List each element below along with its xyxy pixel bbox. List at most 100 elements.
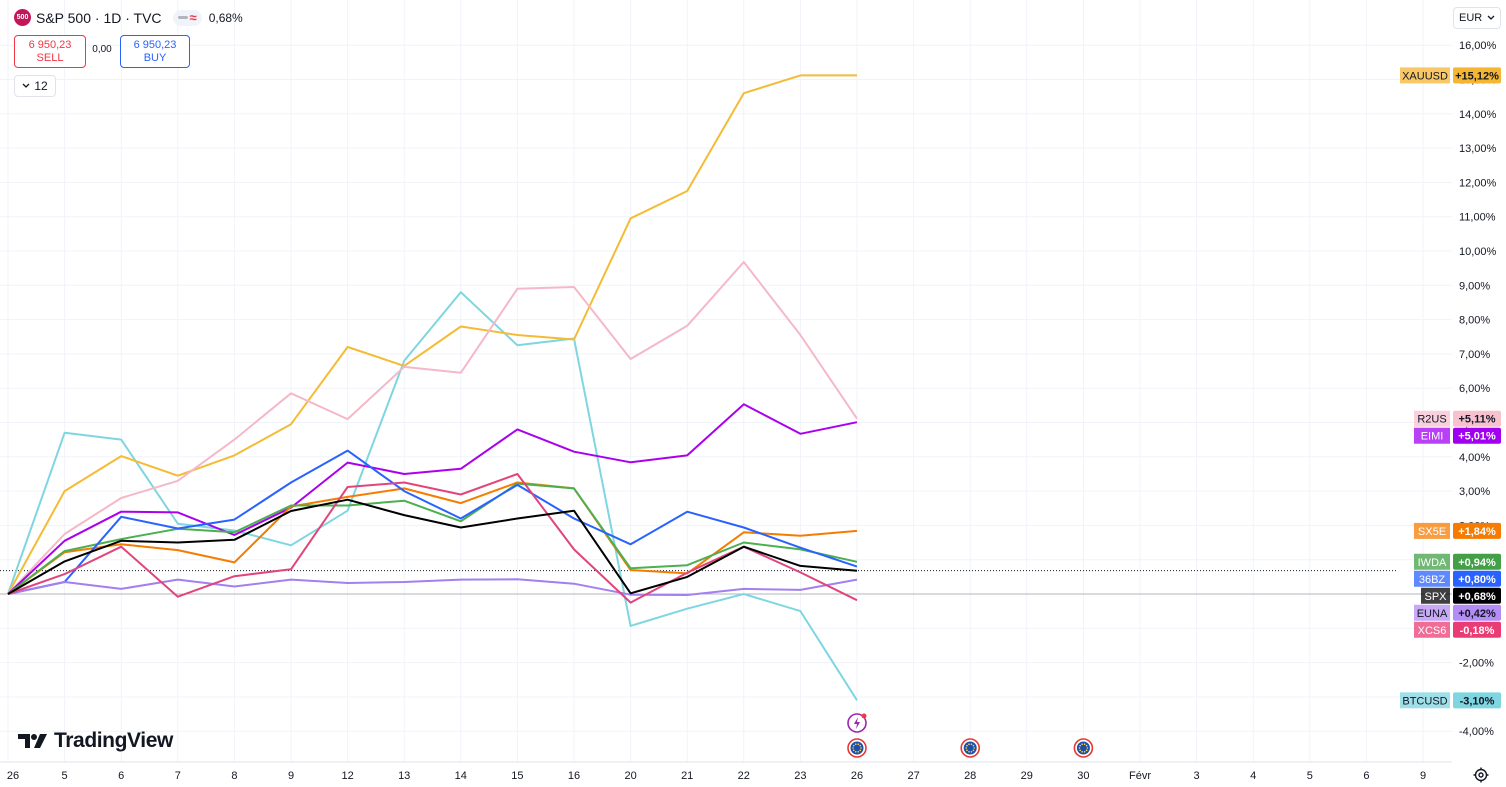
y-tick-label: 8,00%: [1459, 315, 1490, 327]
series-value-bg: [1453, 604, 1501, 621]
eu-star: [970, 743, 973, 745]
x-tick-label: 16: [568, 770, 580, 782]
buy-label: BUY: [143, 51, 167, 64]
y-tick-label: 14,00%: [1459, 109, 1497, 121]
series-name-bg: [1421, 587, 1450, 604]
eu-star: [860, 747, 862, 749]
series-line-euna[interactable]: [7, 578, 858, 596]
series-value: +5,11%: [1458, 414, 1495, 426]
eu-star: [972, 744, 975, 747]
symbol-badge[interactable]: 500: [14, 9, 31, 26]
series-label-xauusd[interactable]: XAUUSD +15,12%: [1400, 67, 1501, 84]
series-value-bg: [1453, 522, 1501, 539]
x-tick-label: 3: [1194, 770, 1200, 782]
y-tick-label: 12,00%: [1459, 177, 1497, 189]
eu-star: [1086, 747, 1089, 749]
currency-select[interactable]: EUR: [1453, 7, 1501, 29]
eu-star: [1081, 743, 1083, 745]
x-tick-label: 8: [231, 770, 237, 782]
gear-icon[interactable]: [1472, 766, 1490, 784]
tradingview-logo[interactable]: TradingView: [18, 729, 173, 753]
series-value-bg: [1453, 621, 1501, 638]
eu-star: [1078, 747, 1081, 749]
series-line-eimi[interactable]: [7, 403, 858, 595]
series-label-xcs6[interactable]: XCS6 -0,18%: [1414, 621, 1501, 638]
x-tick-label: 9: [288, 770, 294, 782]
x-tick-label: 27: [907, 770, 919, 782]
series-name: EIMI: [1421, 431, 1444, 443]
eu-star: [859, 744, 862, 747]
series-line-sx5e[interactable]: [7, 481, 858, 595]
chevron-down-icon: [22, 83, 30, 88]
indicators-count: 12: [34, 79, 48, 93]
eu-star: [965, 747, 967, 749]
series-line-xauusd[interactable]: [7, 74, 857, 595]
sell-button[interactable]: 6 950,23 SELL: [14, 35, 86, 68]
x-tick-label: 20: [624, 770, 636, 782]
eu-star: [966, 749, 968, 752]
buy-button[interactable]: 6 950,23 BUY: [120, 35, 190, 68]
tradingview-logo-icon: [18, 734, 47, 748]
eu-event-icon[interactable]: [1073, 738, 1094, 758]
series-value: -0,18%: [1460, 625, 1495, 637]
series-line-xcs6[interactable]: [7, 473, 858, 604]
series-label-36bz[interactable]: 36BZ +0,80%: [1414, 570, 1501, 587]
series-value: +0,94%: [1458, 557, 1496, 569]
series-label-iwda[interactable]: IWDA +0,94%: [1414, 553, 1501, 570]
series-label-spx[interactable]: SPX +0,68%: [1421, 587, 1501, 604]
notification-dot: [861, 713, 867, 719]
flash-event-icon[interactable]: [847, 713, 867, 733]
series-value-bg: [1453, 692, 1501, 709]
eu-star: [852, 747, 854, 749]
eu-star: [968, 751, 970, 753]
x-tick-label: 26: [7, 770, 19, 782]
series-label-euna[interactable]: EUNA +0,42%: [1414, 604, 1501, 621]
series-name-bg: [1414, 410, 1450, 427]
series-value-bg: [1453, 570, 1501, 587]
sell-price: 6 950,23: [28, 38, 72, 51]
market-closed-icon: [177, 16, 188, 19]
series-name: EUNA: [1417, 608, 1448, 620]
series-name: XAUUSD: [1402, 70, 1448, 82]
series-line-r2us[interactable]: [7, 261, 858, 595]
series-label-btcusd[interactable]: BTCUSD -3,10%: [1400, 692, 1501, 709]
series-label-r2us[interactable]: R2US +5,11%: [1414, 410, 1501, 427]
y-tick-label: 10,00%: [1459, 246, 1497, 258]
x-tick-label: 22: [738, 770, 750, 782]
x-tick-label: 21: [681, 770, 693, 782]
eu-star: [972, 749, 975, 752]
series-line-iwda[interactable]: [7, 482, 858, 595]
y-tick-label: 9,00%: [1459, 280, 1490, 292]
eu-star: [854, 743, 857, 745]
eu-star: [1083, 743, 1086, 745]
symbol-title[interactable]: S&P 500 · 1D · TVC: [36, 9, 162, 26]
x-tick-label: 9: [1420, 770, 1426, 782]
eu-event-icon[interactable]: [960, 738, 981, 758]
x-tick-label: 7: [175, 770, 181, 782]
x-tick-label: 28: [964, 770, 976, 782]
eu-star: [1079, 749, 1081, 752]
series-label-eimi[interactable]: EIMI +5,01%: [1414, 427, 1501, 444]
eu-star: [852, 744, 855, 747]
series-line-btcusd[interactable]: [7, 291, 858, 701]
lightning-glyph: [854, 717, 860, 729]
series-line-spx[interactable]: [7, 498, 858, 595]
series-name: SX5E: [1418, 526, 1446, 538]
eu-event-icon[interactable]: [847, 738, 867, 758]
series-name-bg: [1414, 604, 1450, 621]
series-value-bg: [1453, 410, 1501, 427]
series-name: SPX: [1424, 591, 1447, 603]
x-tick-label: 30: [1077, 770, 1089, 782]
series-value-bg: [1453, 67, 1501, 84]
eu-flag-disc: [850, 741, 864, 755]
eu-star: [857, 743, 860, 745]
series-value-bg: [1453, 427, 1501, 444]
indicators-toggle-button[interactable]: 12: [14, 75, 56, 97]
series-label-sx5e[interactable]: SX5E +1,84%: [1414, 522, 1501, 539]
series-value: +5,01%: [1458, 431, 1496, 443]
series-line-36bz[interactable]: [7, 449, 858, 595]
status-pill[interactable]: ≈: [172, 9, 202, 26]
x-tick-label: 29: [1021, 770, 1033, 782]
series-value: -3,10%: [1460, 695, 1495, 707]
